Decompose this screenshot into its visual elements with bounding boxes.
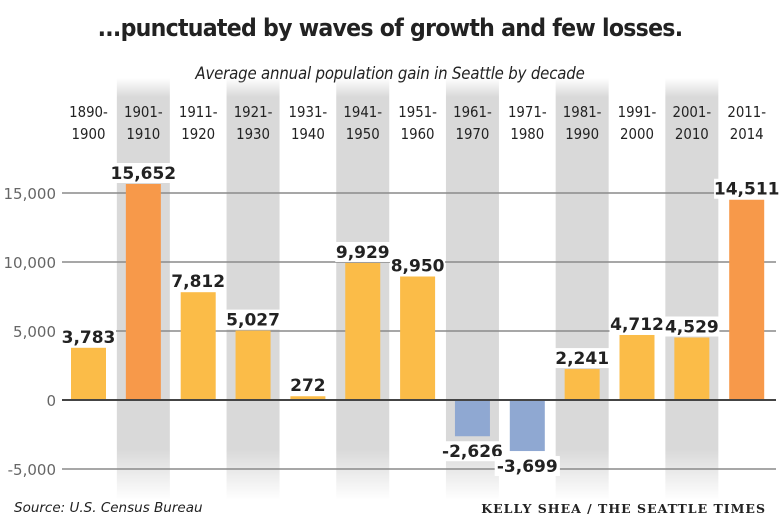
category-label: 2011-2014: [727, 104, 766, 143]
bar-1890-1900: [71, 347, 106, 400]
category-label: 1981-1990: [563, 104, 602, 143]
value-label-bg: [609, 313, 665, 334]
y-axis-ticks: 15,000 10,000 5,000 0 -5,000: [4, 185, 57, 479]
value-label-bg: [61, 326, 116, 347]
source-note: Source: U.S. Census Bureau: [14, 500, 203, 516]
category-label: 2001-2010: [673, 104, 712, 143]
value-label-bg: [714, 178, 780, 199]
bar-1941-1950: [345, 262, 381, 400]
value-label: 272: [290, 376, 326, 396]
category-label: 1911-1920: [179, 104, 218, 143]
value-label: -2,626: [442, 442, 503, 462]
bar-1911-1920: [180, 292, 216, 400]
credit-line: KELLY SHEA / THE SEATTLE TIMES: [481, 501, 766, 516]
value-label: 4,712: [610, 315, 664, 335]
bar-1951-1960: [400, 276, 436, 400]
value-label: 5,027: [226, 311, 280, 331]
value-label-bg: [335, 241, 391, 262]
value-label: 7,812: [171, 272, 225, 292]
value-label: 3,783: [62, 328, 116, 348]
column-shading: [116, 78, 719, 500]
value-label-bg: [110, 163, 176, 184]
bar-1961-1970: [454, 400, 490, 437]
column-shade: [665, 78, 719, 500]
category-label: 1921-1930: [234, 104, 273, 143]
value-label: 4,529: [665, 317, 719, 337]
value-label-bg: [664, 316, 720, 337]
value-label: 14,511: [714, 180, 780, 200]
column-shade: [226, 78, 280, 500]
category-label: 1941-1950: [343, 104, 382, 143]
value-label: 9,929: [336, 243, 390, 263]
bar-1971-1980: [509, 400, 545, 452]
value-label: -3,699: [497, 457, 558, 477]
bars: [71, 184, 765, 452]
value-label: 15,652: [111, 164, 177, 184]
y-tick-label: 15,000: [4, 185, 57, 203]
value-label-bg: [390, 255, 446, 276]
value-label: 2,241: [555, 349, 609, 369]
bar-2001-2010: [674, 337, 710, 400]
value-label-bg: [494, 456, 560, 477]
value-label-bg: [225, 309, 281, 330]
category-labels: 1890-1900 1901-1910 1911-1920 1921-1930 1931…: [69, 104, 766, 143]
category-label: 1971-1980: [508, 104, 547, 143]
category-label: 1901-1910: [124, 104, 163, 143]
bar-1901-1910: [125, 184, 161, 400]
category-label: 1961-1970: [453, 104, 492, 143]
category-label: 1951-1960: [398, 104, 437, 143]
y-tick-label: 10,000: [4, 254, 57, 272]
value-label-bg: [554, 348, 610, 369]
chart-title: ...punctuated by waves of growth and few…: [97, 14, 683, 42]
value-label-bg: [290, 375, 326, 396]
bar-2011-2014: [729, 199, 765, 400]
value-label-bg: [439, 441, 506, 462]
y-tick-label: 0: [46, 392, 56, 410]
category-label: 1991-2000: [618, 104, 657, 143]
y-tick-label: -5,000: [8, 461, 56, 479]
bar-1921-1930: [235, 330, 271, 400]
value-label-bg: [170, 271, 226, 292]
category-label: 1890-1900: [69, 104, 108, 143]
bar-1981-1990: [564, 369, 600, 400]
category-label: 1931-1940: [289, 104, 328, 143]
bar-1991-2000: [619, 334, 655, 400]
y-tick-label: 5,000: [13, 323, 56, 341]
value-label: 8,950: [391, 256, 445, 276]
bar-1931-1940: [290, 396, 326, 400]
column-shade: [555, 78, 609, 500]
